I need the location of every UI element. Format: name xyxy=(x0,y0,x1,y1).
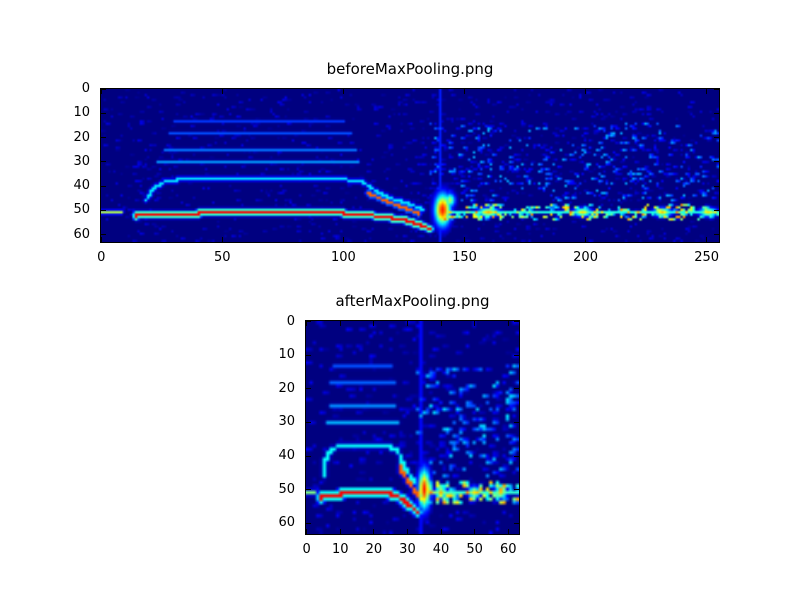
tick-mark xyxy=(714,112,719,114)
tick-mark xyxy=(221,237,223,242)
x-tick-label: 150 xyxy=(452,250,477,265)
tick-mark xyxy=(306,421,311,423)
tick-mark xyxy=(306,522,311,524)
tick-mark xyxy=(342,237,344,242)
tick-mark xyxy=(100,237,102,242)
tick-mark xyxy=(342,89,344,94)
x-tick-label: 40 xyxy=(432,542,450,557)
tick-mark xyxy=(306,354,311,356)
subplot-after-maxpooling: afterMaxPooling.png 0 10 20 30 40 50 60 0 10 20 30… xyxy=(278,292,520,557)
tick-mark xyxy=(339,321,341,326)
heatmap-after-canvas xyxy=(305,320,520,535)
y-tick-label: 20 xyxy=(73,129,90,145)
tick-mark xyxy=(463,237,465,242)
tick-mark xyxy=(339,529,341,534)
x-tick-label: 100 xyxy=(330,250,356,265)
tick-mark xyxy=(100,89,102,94)
tick-mark xyxy=(221,89,223,94)
y-tick-label: 40 xyxy=(278,448,295,464)
y-tick-label: 30 xyxy=(278,414,295,430)
tick-mark xyxy=(306,388,311,390)
x-tick-label: 20 xyxy=(365,542,383,557)
tick-mark xyxy=(507,321,509,326)
tick-mark xyxy=(514,522,519,524)
tick-mark xyxy=(101,185,106,187)
tick-mark xyxy=(514,388,519,390)
tick-mark xyxy=(514,354,519,356)
tick-mark xyxy=(373,529,375,534)
tick-mark xyxy=(474,529,476,534)
tick-mark xyxy=(714,234,719,236)
tick-mark xyxy=(514,489,519,491)
tick-mark xyxy=(101,234,106,236)
y-tick-label: 10 xyxy=(73,105,90,121)
tick-mark xyxy=(714,161,719,163)
tick-mark xyxy=(373,321,375,326)
y-tick-label: 0 xyxy=(286,313,295,329)
tick-mark xyxy=(306,321,308,326)
tick-mark xyxy=(306,321,311,323)
tick-mark xyxy=(514,421,519,423)
y-tick-label: 60 xyxy=(278,515,295,531)
y-tick-label: 50 xyxy=(73,202,90,218)
tick-mark xyxy=(101,112,106,114)
y-tick-label: 30 xyxy=(73,153,90,169)
tick-mark xyxy=(406,529,408,534)
tick-mark xyxy=(406,321,408,326)
x-tick-label: 30 xyxy=(399,542,416,557)
tick-mark xyxy=(514,321,519,323)
tick-mark xyxy=(101,137,106,139)
x-tick-label: 60 xyxy=(499,542,517,557)
tick-mark xyxy=(101,209,106,211)
subplot-before-maxpooling: beforeMaxPooling.png 0 50 100 150 200 250 0 10 2… xyxy=(73,60,720,265)
x-tick-label: 10 xyxy=(331,542,349,557)
tick-mark xyxy=(101,88,106,90)
tick-mark xyxy=(507,529,509,534)
tick-mark xyxy=(714,209,719,211)
y-tick-label: 40 xyxy=(73,178,90,194)
chart-title-before: beforeMaxPooling.png xyxy=(326,60,494,78)
x-tick-label: 0 xyxy=(302,542,311,557)
x-tick-label: 50 xyxy=(466,542,483,557)
tick-mark xyxy=(714,137,719,139)
tick-mark xyxy=(463,89,465,94)
chart-title-after: afterMaxPooling.png xyxy=(335,292,490,310)
tick-mark xyxy=(306,489,311,491)
y-tick-label: 0 xyxy=(81,81,90,97)
x-tick-label: 250 xyxy=(694,250,720,265)
x-tick-label: 200 xyxy=(573,250,598,265)
tick-mark xyxy=(306,529,308,534)
tick-mark xyxy=(101,161,106,163)
y-tick-label: 10 xyxy=(278,347,295,363)
tick-mark xyxy=(714,88,719,90)
x-tick-label: 0 xyxy=(97,250,106,265)
tick-mark xyxy=(514,455,519,457)
tick-mark xyxy=(714,185,719,187)
heatmap-before-canvas xyxy=(100,88,720,243)
y-tick-label: 50 xyxy=(278,481,295,497)
tick-mark xyxy=(440,529,442,534)
tick-mark xyxy=(440,321,442,326)
y-tick-label: 20 xyxy=(278,380,295,396)
x-tick-label: 50 xyxy=(214,250,231,265)
tick-mark xyxy=(706,89,708,94)
tick-mark xyxy=(585,89,587,94)
tick-mark xyxy=(706,237,708,242)
y-tick-label: 60 xyxy=(73,226,90,242)
tick-mark xyxy=(306,455,311,457)
tick-mark xyxy=(474,321,476,326)
tick-mark xyxy=(585,237,587,242)
